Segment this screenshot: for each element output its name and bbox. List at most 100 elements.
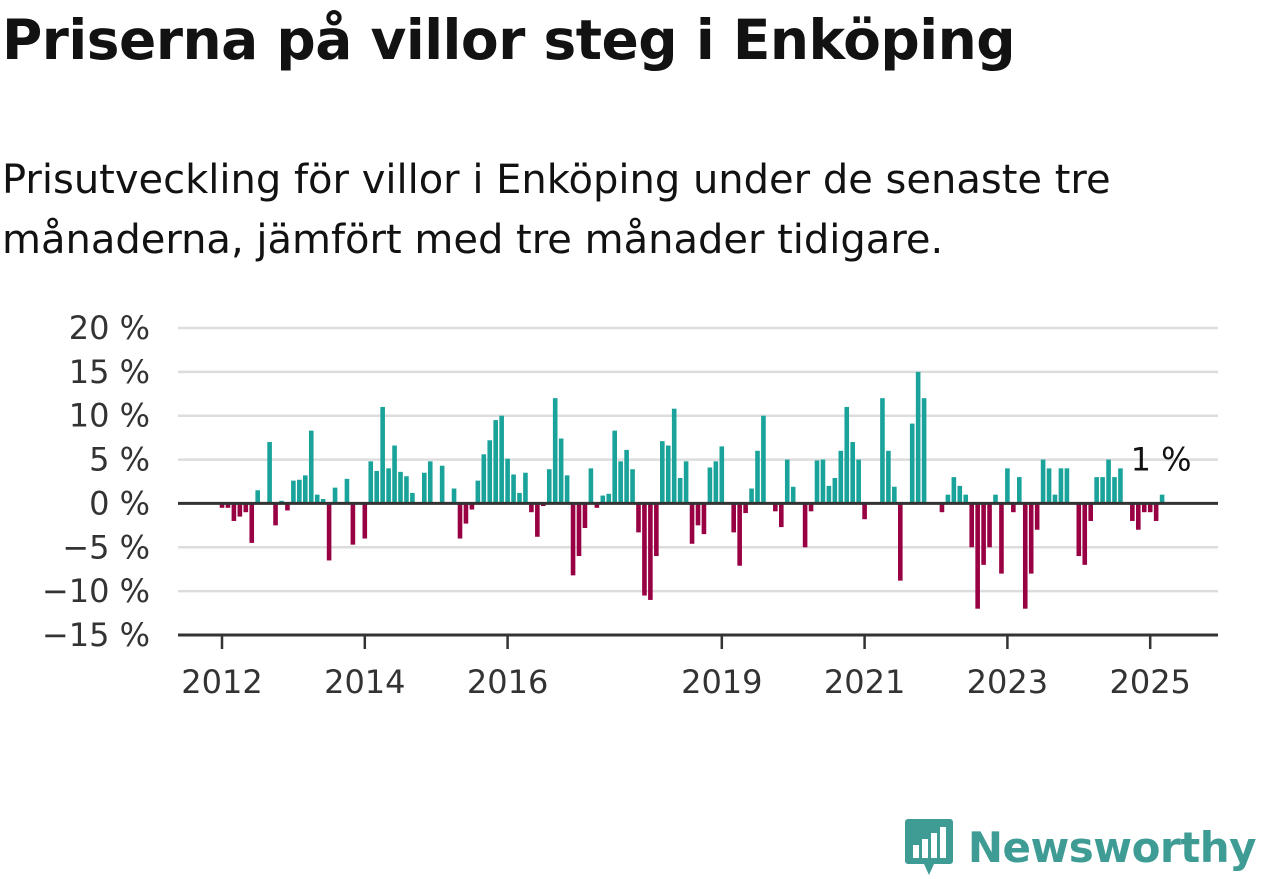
bar: [660, 441, 665, 504]
x-axis-labels: 2012 2014 2016 2019 2021 2023 2025: [181, 663, 1191, 701]
bar: [529, 503, 534, 513]
bar: [481, 454, 487, 504]
brand-logo: Newsworthy: [904, 817, 1257, 877]
bar: [237, 503, 243, 517]
bar: [713, 461, 719, 504]
y-tick-label: 15 %: [69, 353, 150, 391]
bar: [564, 475, 570, 504]
bar: [1112, 477, 1117, 504]
bar: [225, 503, 231, 508]
bar: [844, 406, 850, 504]
bar: [558, 438, 564, 504]
bar: [945, 494, 951, 504]
bar: [654, 503, 659, 557]
bar: [1141, 503, 1147, 513]
axes: [178, 501, 1218, 649]
bar: [439, 465, 445, 504]
bar: [368, 461, 374, 504]
bars: [219, 371, 1165, 609]
bar: [773, 503, 778, 512]
bar: [880, 398, 885, 504]
bar: [856, 459, 861, 504]
bar: [1011, 503, 1016, 513]
price-change-bar-chart: 20 %15 %10 %5 %0 %−5 %−10 %−15 % 2012 201…: [42, 309, 1218, 701]
bar: [1058, 468, 1064, 504]
bar: [1005, 468, 1010, 504]
bar: [969, 503, 974, 548]
bar: [1017, 477, 1022, 504]
bar: [898, 503, 903, 581]
bar: [1082, 503, 1088, 565]
bar: [862, 503, 867, 520]
bar: [410, 492, 415, 504]
bar: [1118, 468, 1123, 504]
bar: [380, 406, 385, 504]
bar: [832, 477, 838, 504]
bar: [1130, 503, 1135, 521]
bar: [671, 408, 677, 504]
bar: [838, 450, 844, 504]
y-tick-label: −10 %: [42, 572, 150, 610]
last-value-label: 1 %: [1131, 441, 1192, 479]
bar: [314, 494, 320, 504]
bar: [731, 503, 736, 533]
bar: [1159, 494, 1165, 504]
page-title: Priserna på villor steg i Enköping: [2, 8, 1016, 72]
bar: [594, 503, 600, 508]
bar: [320, 499, 326, 504]
x-tick-label: 2012: [181, 663, 262, 701]
brand-name: Newsworthy: [967, 822, 1257, 872]
bar: [636, 503, 641, 533]
bar: [493, 420, 498, 504]
gridlines: [178, 326, 1218, 593]
bar: [784, 459, 790, 504]
bar: [987, 503, 992, 548]
bar: [1034, 503, 1040, 530]
bar: [1153, 503, 1159, 521]
bar: [612, 430, 617, 504]
bar: [1100, 477, 1105, 504]
bar: [326, 503, 332, 561]
y-tick-label: 20 %: [69, 309, 150, 347]
bar: [921, 398, 927, 504]
bar: [386, 468, 391, 504]
bar: [374, 470, 379, 504]
bar: [535, 503, 540, 537]
bar: [1052, 494, 1058, 504]
y-tick-label: −5 %: [62, 528, 150, 566]
bar: [451, 488, 457, 504]
bar: [808, 503, 814, 512]
bar: [487, 440, 493, 504]
bar: [850, 442, 855, 504]
bar: [427, 461, 433, 504]
bar: [392, 445, 397, 504]
bar: [1022, 503, 1028, 609]
bar: [267, 442, 272, 504]
bar: [344, 478, 350, 504]
bar: [291, 480, 296, 504]
bar: [1106, 459, 1111, 504]
y-tick-label: 5 %: [89, 441, 150, 479]
y-axis-labels: 20 % 15 % 10 % 5 % 0 % −5 % −10 % −15 %: [42, 309, 150, 654]
bar: [802, 503, 808, 548]
bar: [582, 503, 588, 528]
bar: [255, 490, 260, 504]
bar: [951, 477, 957, 504]
bar: [398, 471, 403, 504]
bar: [743, 503, 748, 514]
x-tick-label: 2021: [824, 663, 905, 701]
bar: [362, 503, 368, 539]
x-tick-label: 2016: [467, 663, 548, 701]
bar: [826, 485, 832, 504]
bar: [552, 398, 558, 504]
bar: [1076, 503, 1082, 557]
bar: [422, 472, 427, 504]
bar: [469, 503, 475, 510]
bar: [1064, 468, 1070, 504]
bar: [308, 430, 314, 504]
bar: [677, 477, 683, 504]
bar: [790, 486, 796, 504]
bar: [546, 469, 552, 504]
bar: [779, 503, 784, 528]
bar: [511, 474, 516, 504]
